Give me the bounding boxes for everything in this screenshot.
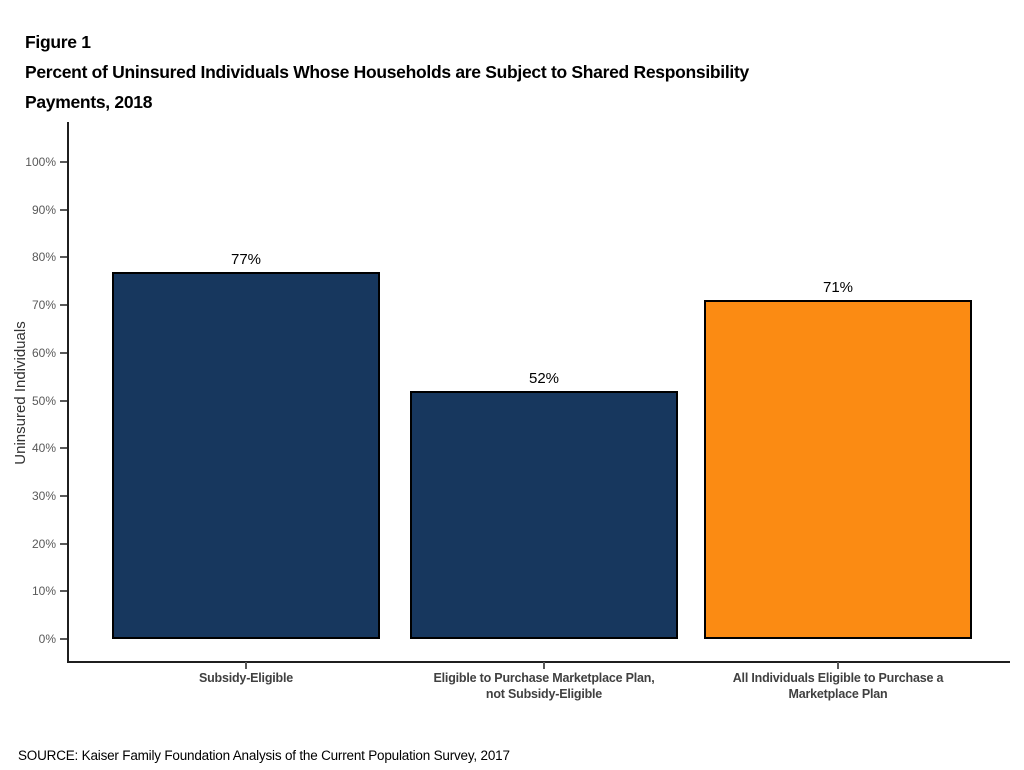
bar [112, 271, 380, 639]
bar [704, 300, 972, 639]
y-tick-label: 60% [31, 345, 56, 360]
y-tick-label: 30% [31, 488, 56, 503]
y-tick-label: 80% [31, 250, 56, 265]
bar-value-label: 52% [528, 369, 560, 387]
y-axis-line [67, 122, 69, 663]
bar-value-label: 71% [822, 279, 854, 297]
bar [410, 390, 678, 639]
y-tick-mark [60, 351, 67, 354]
x-tick-mark [245, 662, 247, 669]
y-tick-label: 20% [31, 536, 56, 551]
x-tick-mark [837, 662, 839, 669]
y-tick-mark [60, 399, 67, 402]
y-tick-label: 90% [31, 202, 56, 217]
figure-title-line-1: Percent of Uninsured Individuals Whose H… [25, 62, 749, 82]
y-tick-mark [60, 256, 67, 259]
y-tick-label: 50% [31, 393, 56, 408]
y-tick-label: 0% [38, 632, 56, 646]
y-tick-label: 40% [31, 441, 56, 456]
y-tick-mark [60, 161, 67, 163]
source-note: SOURCE: Kaiser Family Foundation Analysi… [18, 748, 510, 763]
y-tick-mark [60, 494, 67, 497]
x-axis-category-label: Eligible to Purchase Marketplace Plan, n… [433, 671, 655, 701]
x-axis-category-label: All Individuals Eligible to Purchase a M… [732, 671, 944, 701]
y-tick-label: 10% [31, 584, 56, 599]
figure-title-block: Figure 1 Percent of Uninsured Individual… [25, 27, 749, 117]
y-tick-mark [60, 638, 67, 640]
y-tick-mark [60, 542, 67, 545]
figure-label: Figure 1 [25, 32, 91, 52]
y-tick-mark [60, 304, 67, 307]
y-tick-mark [60, 447, 67, 450]
y-tick-label: 100% [25, 155, 56, 169]
y-tick-mark [60, 590, 67, 593]
y-tick-mark [60, 208, 67, 211]
x-axis-category-label: Subsidy-Eligible [198, 671, 294, 685]
y-tick-label: 70% [31, 298, 56, 313]
x-axis-line [67, 661, 1010, 663]
bar-value-label: 77% [230, 250, 262, 268]
x-tick-mark [543, 662, 545, 669]
figure-title-line-2: Payments, 2018 [25, 92, 153, 112]
